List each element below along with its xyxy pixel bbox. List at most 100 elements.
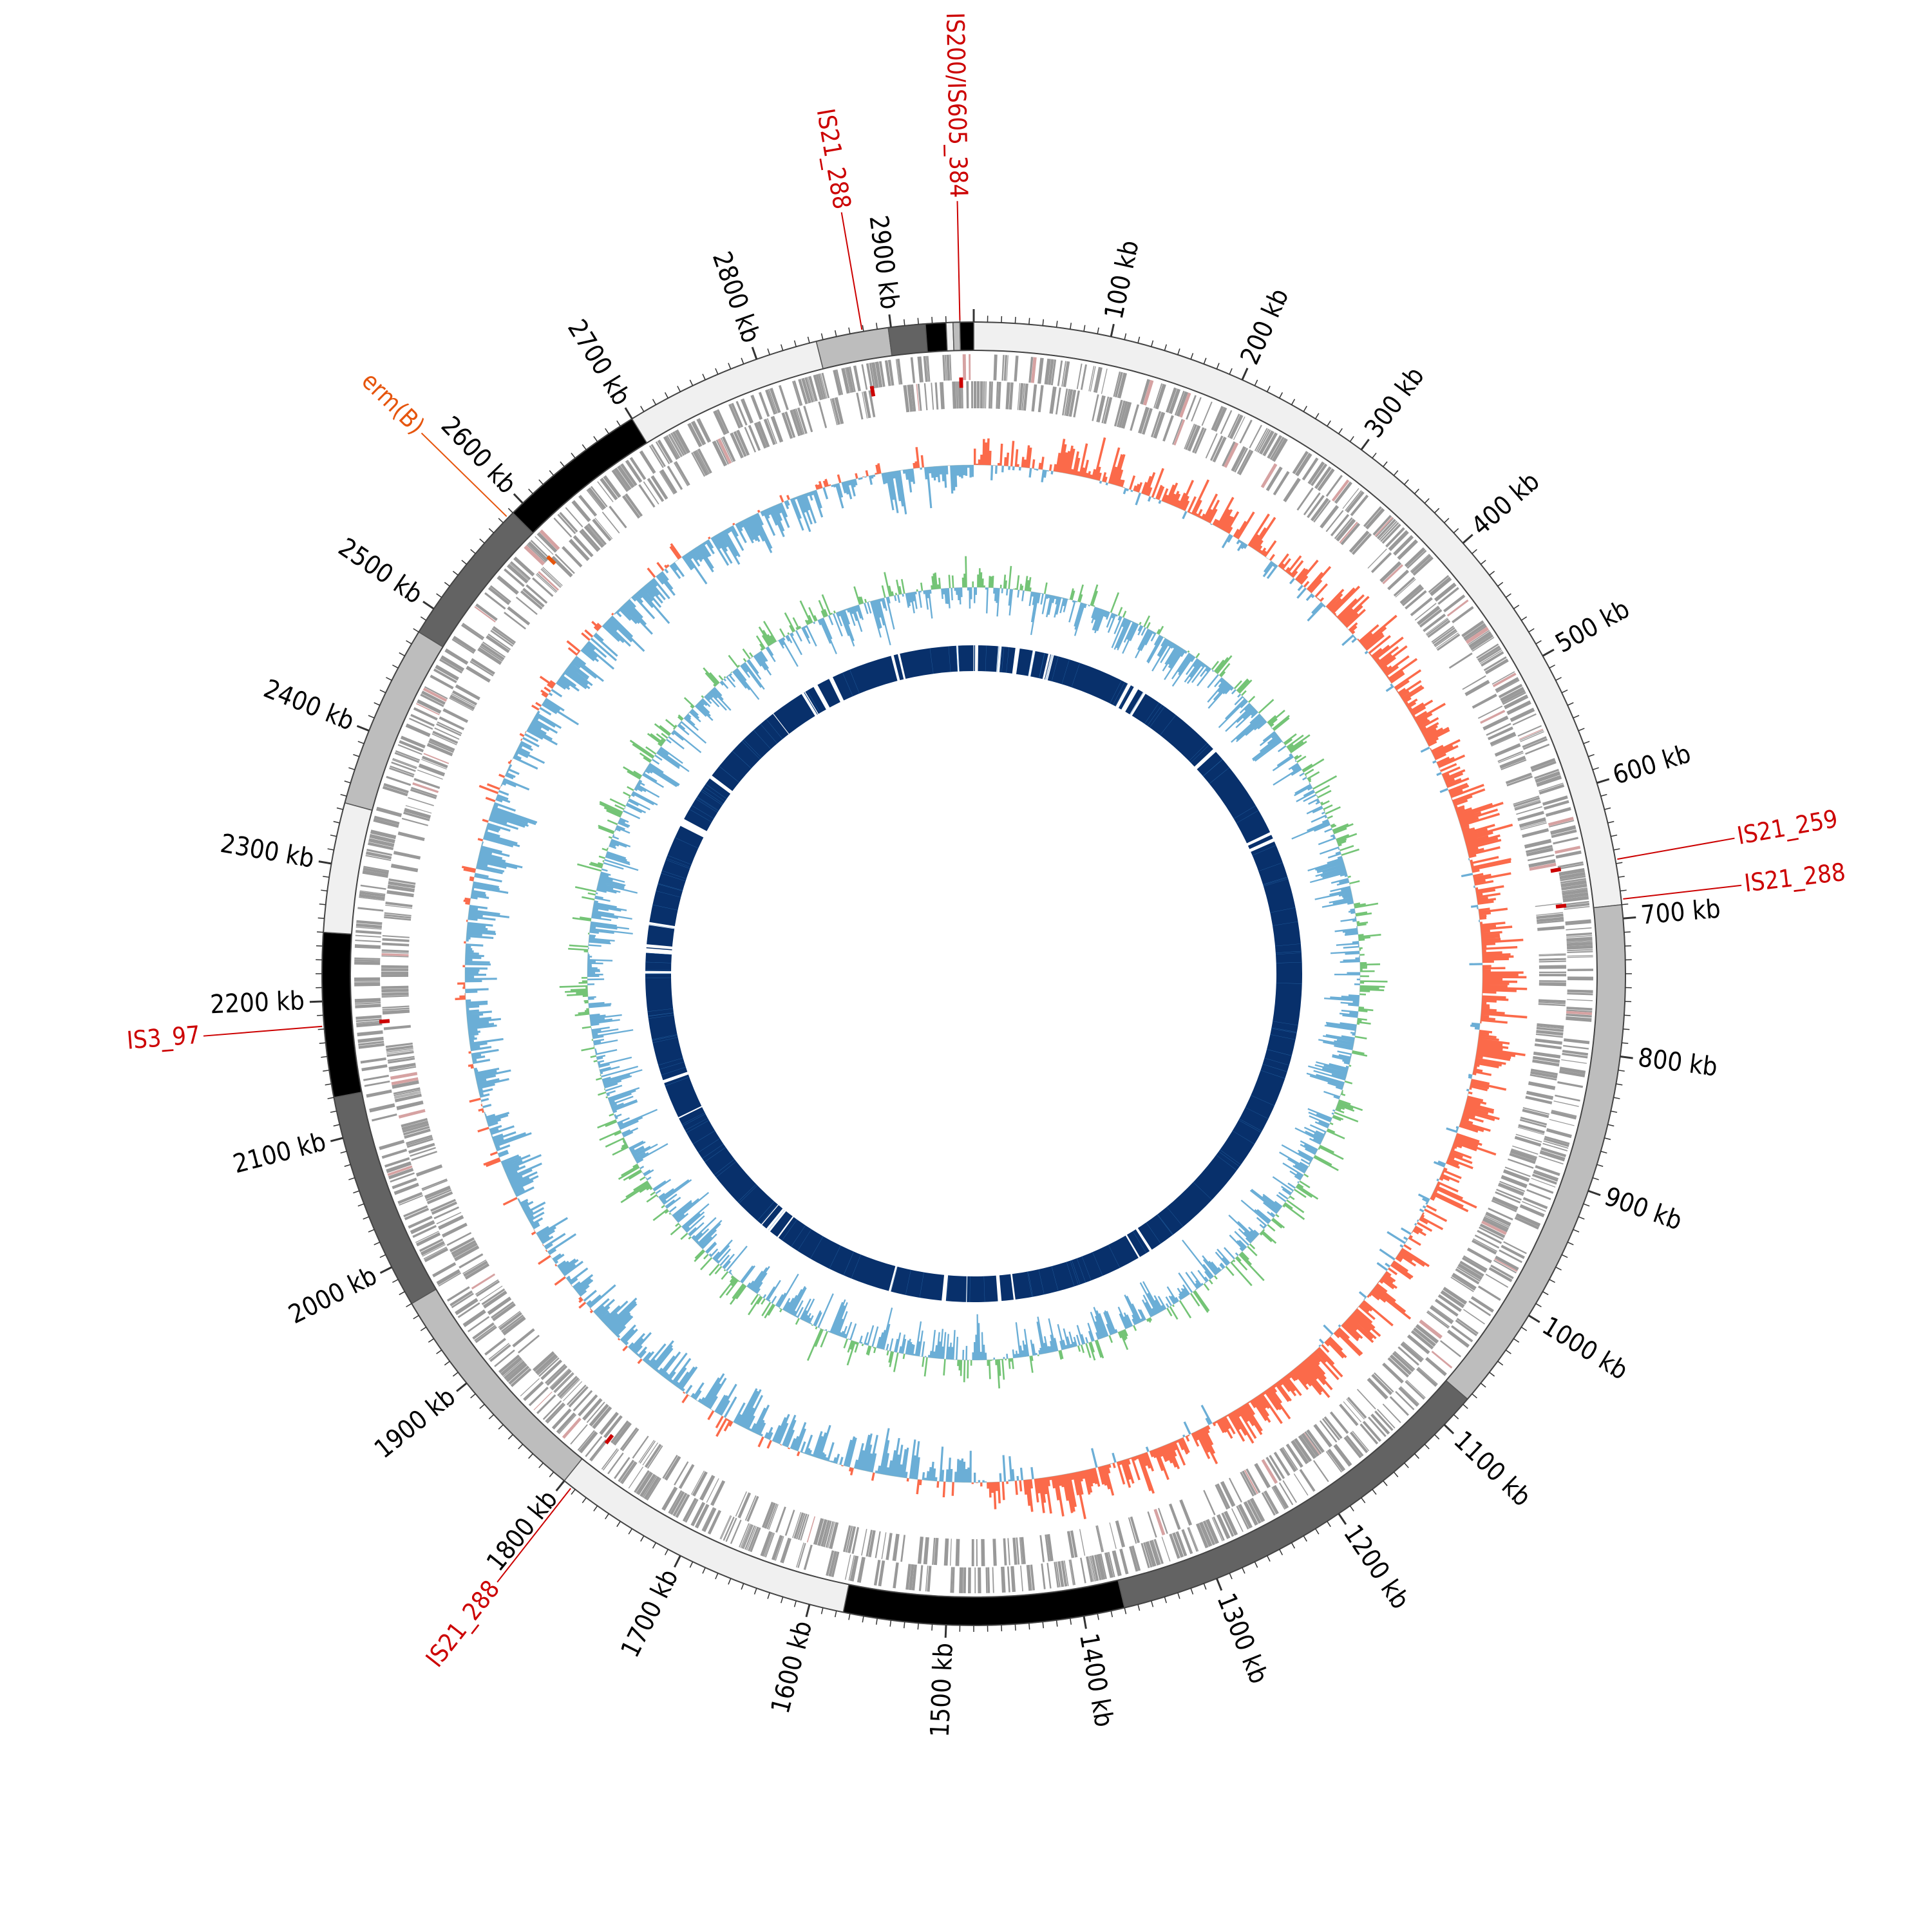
gene-feature [355,1003,381,1009]
gene-feature [969,354,971,381]
gene-feature [1550,825,1577,835]
gene-feature [1535,1165,1560,1177]
major-tick [356,724,370,732]
gene-feature [675,1493,690,1519]
gene-feature [586,1401,605,1423]
gene-feature [1130,1516,1140,1544]
gene-feature [672,1492,688,1517]
gene-feature [1437,1294,1462,1312]
gene-feature [422,1180,448,1191]
minor-tick [807,336,810,343]
gene-feature [1498,1182,1524,1195]
minor-tick [1164,1596,1167,1604]
gene-feature [431,1201,457,1215]
gene-feature [927,1566,932,1592]
gene-feature [1566,940,1593,943]
gene-feature [359,893,385,900]
gene-feature [753,422,767,449]
minor-tick [1453,1414,1459,1419]
gene-feature [1291,1439,1309,1464]
minor-tick [1513,605,1520,609]
gene-feature [1544,800,1569,810]
gene-feature [1533,1170,1559,1180]
gene-feature [1088,366,1095,392]
minor-tick [1592,1177,1599,1180]
gene-feature [781,412,793,439]
blast-hit-line [905,1269,911,1295]
gene-feature [517,1334,540,1354]
annotation-mark [1555,904,1567,909]
gene-feature [616,465,635,489]
blast-hit-band [645,645,1303,1303]
gene-feature [1472,694,1497,709]
minor-tick [1404,1463,1409,1468]
gene-feature [508,1365,530,1385]
gene-feature [733,431,747,457]
minor-tick [1613,1097,1620,1099]
blast-hit-line [665,1077,690,1086]
gene-feature [1531,1178,1556,1188]
gene-feature [404,1128,431,1139]
gene-feature [1561,1059,1587,1064]
gene-feature [1514,1135,1542,1147]
gene-feature [442,708,469,723]
gene-feature [1345,491,1365,513]
gene-feature [871,362,879,388]
gene-feature [1245,1468,1261,1493]
gene-feature [1520,731,1544,743]
minor-tick [1190,353,1194,360]
minor-tick [1070,1618,1072,1625]
minor-tick [353,753,360,757]
gene-feature [1419,1319,1443,1340]
gene-feature [674,1461,689,1486]
minor-tick [1349,1505,1354,1511]
gene-feature [1562,892,1589,899]
gene-feature [1371,1374,1393,1396]
gene-feature [1017,383,1021,410]
minor-tick [616,420,621,427]
gene-feature [500,1356,522,1376]
major-tick [888,314,892,328]
tick-label: 400 kb [1466,466,1545,541]
annotation-label: IS21_288 [811,106,857,211]
gene-feature [586,489,603,511]
gene-feature [1455,1320,1477,1336]
blast-hit-line [1276,952,1302,955]
gene-feature [1314,466,1332,489]
gene-feature [1560,875,1586,882]
blast-hit-line [1072,1260,1081,1285]
gene-feature [951,1567,955,1593]
gene-feature [354,944,381,949]
gene-feature [768,1504,779,1530]
gene-feature [482,641,506,658]
gene-feature [536,1394,556,1414]
gene-feature [869,363,876,389]
gene-feature [1211,1517,1223,1542]
blast-hit-line [1001,647,1005,673]
gene-feature [1514,800,1541,811]
gene-feature [1108,1551,1115,1578]
gene-feature [1427,1310,1450,1328]
gene-feature [395,750,421,761]
gene-feature [354,961,381,965]
blast-identity-ring [644,644,1303,1303]
gene-feature [949,354,952,381]
gene-feature [1539,965,1566,969]
blast-hit-line [696,797,719,811]
minor-tick [1393,470,1399,476]
minor-tick [1542,1291,1549,1296]
gene-feature [1476,643,1499,659]
blast-hit-line [1273,1021,1298,1026]
major-tick [805,1604,811,1618]
gene-feature [545,1363,566,1384]
minor-tick [903,319,905,326]
gene-feature [868,1530,876,1558]
blast-hit-line [958,645,960,672]
gene-feature [1536,913,1564,920]
gene-feature [400,735,426,749]
gene-feature [1498,683,1523,699]
gene-feature [461,624,484,641]
annotation-leader-line [1617,837,1735,860]
gene-feature [1079,1529,1086,1556]
gene-feature [1539,960,1566,963]
